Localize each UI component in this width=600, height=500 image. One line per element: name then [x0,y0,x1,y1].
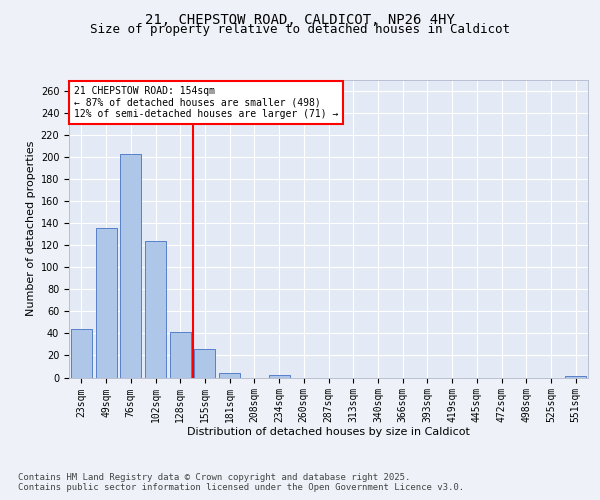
Text: Contains public sector information licensed under the Open Government Licence v3: Contains public sector information licen… [18,484,464,492]
Bar [269,376,290,378]
Y-axis label: Number of detached properties: Number of detached properties [26,141,37,316]
Text: Contains HM Land Registry data © Crown copyright and database right 2025.: Contains HM Land Registry data © Crown c… [18,472,410,482]
Text: 21 CHEPSTOW ROAD: 154sqm
← 87% of detached houses are smaller (498)
12% of semi-: 21 CHEPSTOW ROAD: 154sqm ← 87% of detach… [74,86,338,119]
Bar [565,376,586,378]
Bar [71,329,92,378]
Bar [219,373,240,378]
Bar [170,332,191,378]
Bar [120,154,141,378]
Text: Size of property relative to detached houses in Caldicot: Size of property relative to detached ho… [90,24,510,36]
Bar [95,228,116,378]
Text: 21, CHEPSTOW ROAD, CALDICOT, NP26 4HY: 21, CHEPSTOW ROAD, CALDICOT, NP26 4HY [145,12,455,26]
Bar [194,349,215,378]
X-axis label: Distribution of detached houses by size in Caldicot: Distribution of detached houses by size … [187,426,470,436]
Bar [145,241,166,378]
